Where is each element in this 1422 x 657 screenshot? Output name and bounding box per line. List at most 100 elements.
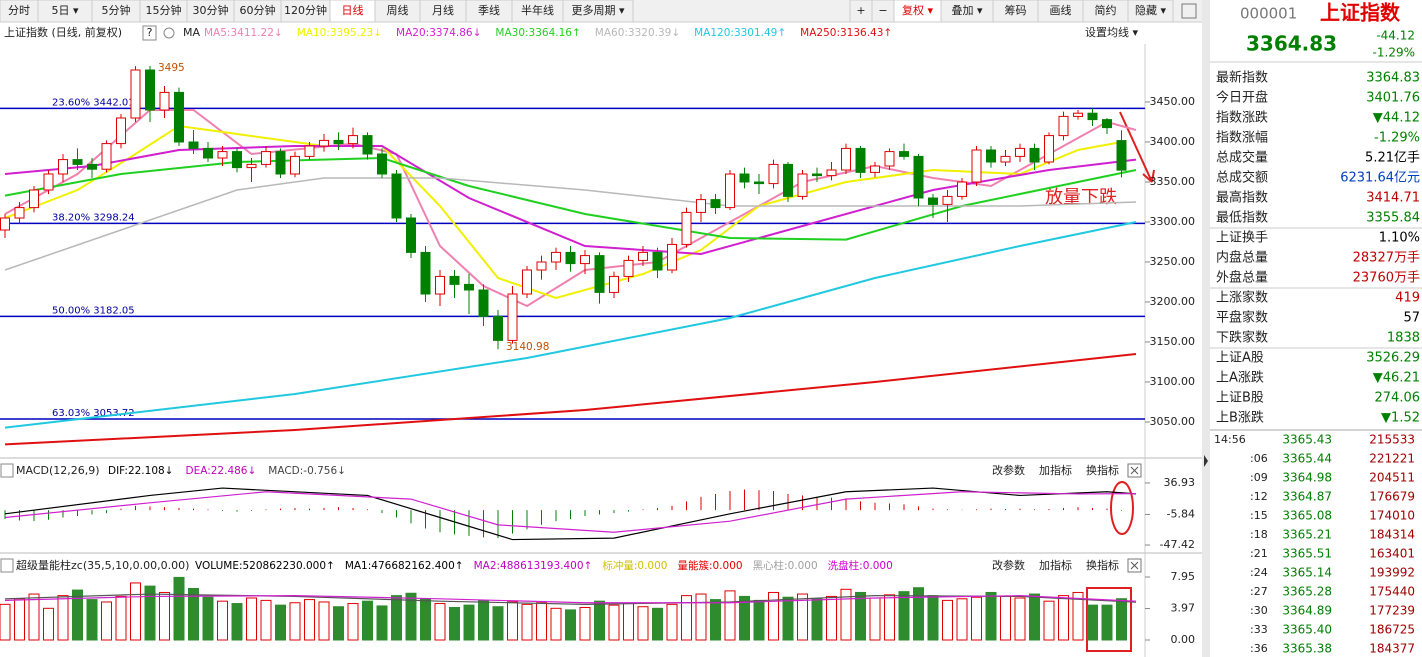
quote-label: 上证B股 — [1216, 391, 1264, 406]
quote-value: 57 — [1403, 311, 1420, 326]
expand-icon[interactable] — [1181, 3, 1197, 19]
volume-bar — [652, 607, 663, 641]
volume-bar — [420, 598, 431, 641]
stock-price: 3364.83 — [1246, 32, 1337, 56]
tick-time: :36 — [1250, 642, 1268, 655]
volume-bar — [144, 585, 156, 641]
quote-value: 3364.83 — [1366, 71, 1420, 86]
volume-ma-line — [4, 595, 1137, 604]
candle-body — [159, 91, 170, 111]
tab-label: 季线 — [478, 3, 500, 17]
indicator-button[interactable]: 加指标 — [1039, 558, 1072, 572]
volume-bar — [43, 607, 54, 641]
ma-setting[interactable]: 设置均线 ▾ — [1085, 25, 1138, 39]
macd-title: MACD(12,26,9) — [16, 464, 100, 477]
candle-body — [710, 199, 721, 209]
quote-value: 23760万手 — [1353, 271, 1420, 286]
quote-label: 最高指数 — [1216, 190, 1268, 206]
indicator-button[interactable]: 加指标 — [1039, 463, 1072, 477]
tick-volume: 186725 — [1369, 623, 1415, 637]
volume-bar — [681, 595, 692, 641]
quote-value: 6231.64亿元 — [1340, 171, 1420, 186]
tab-label: 120分钟 — [284, 3, 327, 17]
low-label: 3140.98 — [506, 341, 549, 353]
volume-bar — [985, 591, 997, 641]
indicator-button[interactable]: 换指标 — [1086, 558, 1119, 572]
fib-label: 38.20% 3298.24 — [52, 212, 135, 223]
close-icon[interactable] — [1127, 463, 1142, 478]
candle-body — [754, 181, 764, 185]
volume-bar — [927, 595, 939, 641]
volume-bar — [840, 588, 852, 641]
volume-bar — [739, 595, 750, 641]
y-tick-label: 3050.00 — [1150, 415, 1196, 428]
candle-body — [0, 217, 10, 231]
tool-button[interactable] — [1127, 0, 1174, 23]
quote-label: 上证换手 — [1216, 231, 1268, 246]
candle-body — [72, 159, 83, 165]
tool-label: + — [856, 4, 865, 17]
close-x — [1130, 466, 1139, 570]
volume-bar — [28, 593, 40, 641]
tab[interactable] — [562, 0, 634, 23]
candle-body — [841, 147, 851, 171]
candle-body — [478, 289, 489, 317]
close-icon[interactable] — [1127, 558, 1142, 573]
splitter[interactable] — [1202, 0, 1210, 657]
stock-name: 上证指数 — [1320, 1, 1401, 25]
volume-bar — [826, 595, 837, 641]
splitter-arrow[interactable] — [1204, 455, 1208, 467]
quote-label: 今日开盘 — [1216, 90, 1268, 106]
candle-body — [1029, 147, 1040, 163]
volume-bar — [434, 603, 446, 641]
volume-bar — [1014, 597, 1026, 641]
help-icon[interactable] — [0, 463, 14, 478]
volume-bar — [304, 599, 315, 641]
tool-label: 画线 — [1050, 3, 1072, 17]
volume-bar — [1058, 595, 1069, 641]
tick-time: :21 — [1250, 547, 1268, 560]
tick-time: :30 — [1250, 604, 1268, 617]
fib-label: 23.60% 3442.01 — [52, 97, 135, 108]
gear-icon[interactable] — [163, 27, 175, 39]
ma-legend: MA10:3395.23↓ — [297, 27, 382, 39]
candle-body — [362, 135, 373, 155]
candle-body — [145, 69, 155, 111]
volume-bar — [72, 589, 83, 641]
quote-label: 上证A股 — [1216, 351, 1264, 366]
tick-price: 3365.08 — [1282, 509, 1332, 523]
volume-bar — [492, 606, 504, 641]
volume-bar — [565, 609, 576, 641]
ma-line — [4, 353, 1137, 446]
y-tick-label: 3250.00 — [1150, 255, 1196, 268]
candle-body — [348, 135, 358, 145]
candle-body — [29, 189, 39, 209]
y-tick-label: 3200.00 — [1150, 295, 1196, 308]
tool-label: 隐藏 ▾ — [1135, 4, 1166, 17]
tab-label: 30分钟 — [193, 3, 229, 17]
indicator-button[interactable]: 换指标 — [1086, 463, 1119, 477]
quote-value: -1.29% — [1374, 131, 1420, 146]
y-tick-label: 3.97 — [1171, 602, 1196, 615]
quote-label: 上A涨跌 — [1216, 370, 1264, 386]
volume-bar — [1101, 604, 1113, 641]
indicator-button[interactable]: 改参数 — [992, 558, 1025, 572]
indicator-button[interactable]: 改参数 — [992, 463, 1025, 477]
tick-time: 14:56 — [1214, 433, 1246, 446]
quote-value: 3414.71 — [1366, 191, 1420, 206]
candle-body — [174, 91, 184, 143]
tick-volume: 163401 — [1369, 547, 1415, 561]
volume-legend: 量能簇:0.000 — [677, 559, 742, 572]
fib-label: 50.00% 3182.05 — [52, 305, 135, 316]
candle-body — [420, 251, 431, 295]
ma-legend: MA5:3411.22↓ — [204, 27, 283, 39]
tab-label: 月线 — [432, 3, 454, 17]
candle-body — [797, 173, 808, 197]
ma-legend: MA20:3374.86↓ — [396, 27, 481, 39]
candle-body — [246, 163, 257, 169]
candle-body — [652, 251, 663, 271]
help-icon[interactable] — [142, 25, 157, 41]
help-icon[interactable] — [0, 558, 14, 573]
